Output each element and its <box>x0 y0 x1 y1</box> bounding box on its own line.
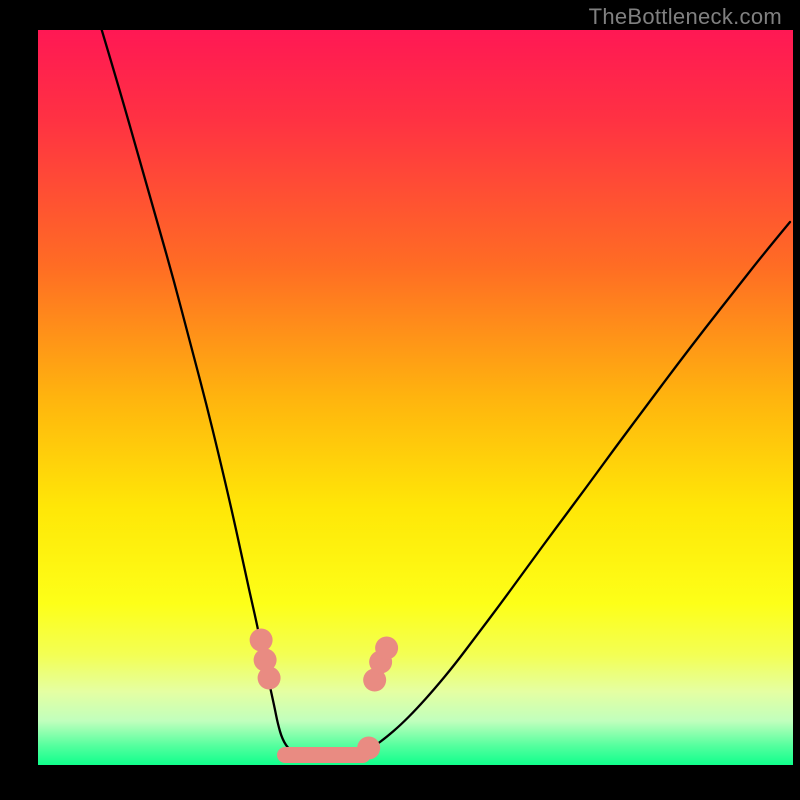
marker-left-2 <box>258 667 281 690</box>
chart-background <box>38 30 793 765</box>
marker-left-0 <box>250 629 273 652</box>
bottleneck-chart <box>0 0 800 800</box>
marker-bottom-end <box>357 737 380 760</box>
marker-right-2 <box>375 637 398 660</box>
watermark-text: TheBottleneck.com <box>589 4 782 30</box>
